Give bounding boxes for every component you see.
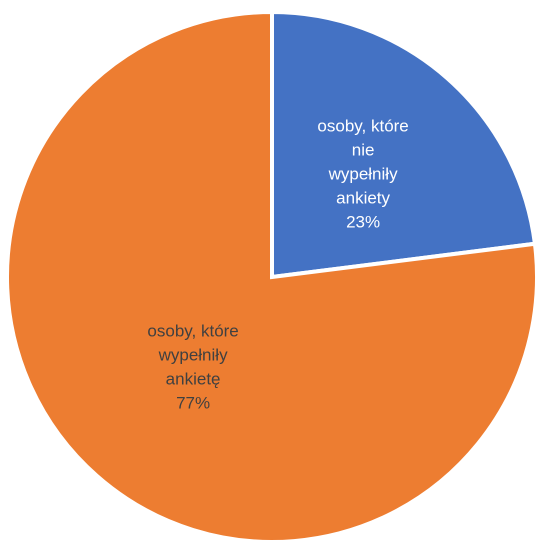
slice-value-label: 23% — [346, 213, 380, 232]
slice-value-label: 77% — [176, 394, 210, 413]
pie-slice-1 — [270, 9, 537, 280]
slice-label-1: osoby, które nie wypełniły ankiety 23% — [317, 117, 408, 232]
slice-category-line: wypełniły — [328, 165, 398, 184]
slice-label-2: osoby, które wypełniły ankietę 77% — [147, 322, 238, 413]
slice-category-line: osoby, które — [147, 322, 238, 341]
pie-labels: osoby, które nie wypełniły ankiety 23%osoby,… — [147, 117, 408, 413]
slice-category-line: ankietę — [166, 370, 221, 389]
pie-slices — [5, 9, 537, 544]
slice-category-line: wypełniły — [158, 346, 228, 365]
pie-slice-2 — [5, 9, 537, 544]
slice-category-line: ankiety — [336, 189, 390, 208]
slice-category-line: nie — [352, 141, 375, 160]
slice-category-line: osoby, które — [317, 117, 408, 136]
